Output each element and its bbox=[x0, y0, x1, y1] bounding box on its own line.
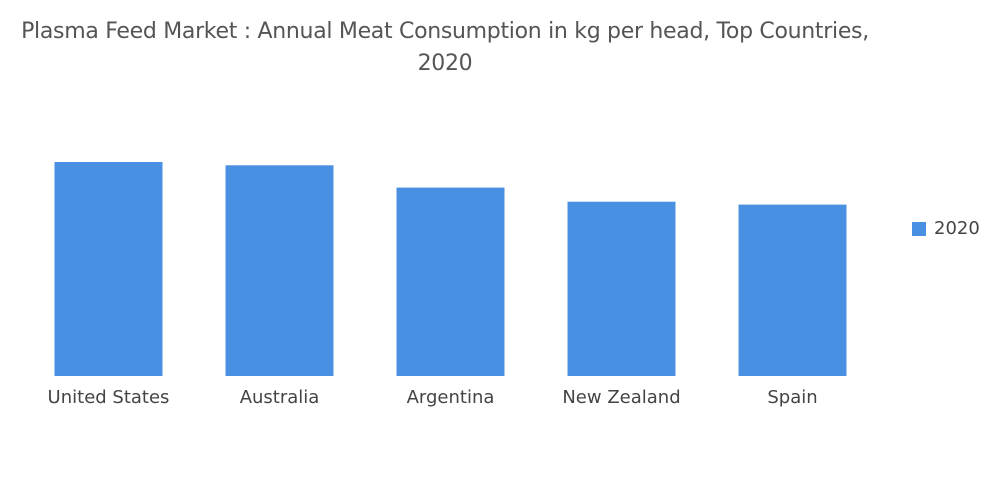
x-tick-label: Spain bbox=[767, 387, 817, 408]
legend: 2020 bbox=[912, 218, 980, 239]
bar-spain bbox=[738, 204, 847, 376]
legend-label: 2020 bbox=[934, 218, 980, 239]
x-tick-label: United States bbox=[48, 387, 170, 408]
x-tick-label: Australia bbox=[240, 387, 320, 408]
bar-australia bbox=[225, 165, 334, 376]
chart-title-line-2: 2020 bbox=[417, 51, 473, 76]
x-tick-label: New Zealand bbox=[562, 387, 680, 408]
bar-argentina bbox=[396, 187, 505, 376]
legend-swatch bbox=[912, 221, 926, 236]
bar-new-zealand bbox=[567, 201, 676, 376]
chart-title-line-1: Plasma Feed Market : Annual Meat Consump… bbox=[21, 19, 869, 44]
chart-title: Plasma Feed Market : Annual Meat Consump… bbox=[0, 16, 890, 80]
bar-united-states bbox=[54, 162, 163, 376]
x-tick-label: Argentina bbox=[407, 387, 495, 408]
